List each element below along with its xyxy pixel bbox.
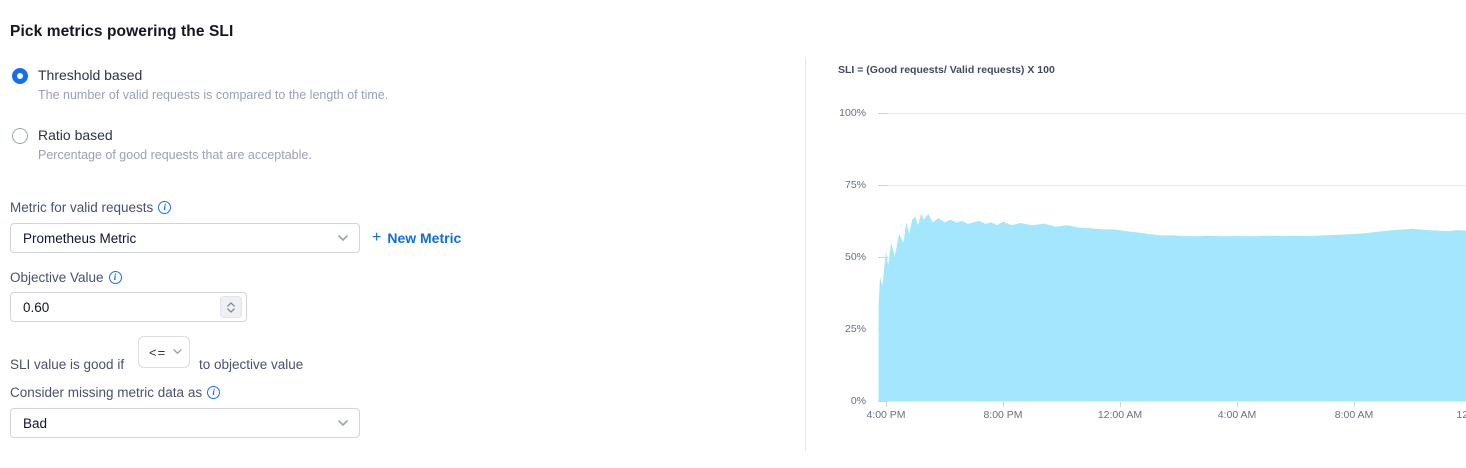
x-tick (1003, 402, 1004, 407)
gridline-0 (878, 401, 1466, 402)
missing-data-value: Bad (23, 415, 48, 431)
chevron-down-icon (173, 349, 182, 355)
x-axis-label: 8:00 AM (1334, 409, 1374, 421)
info-icon[interactable]: i (158, 201, 172, 214)
sli-area-chart (878, 213, 1466, 401)
missing-metric-data-label: Consider missing metric data as i (10, 385, 221, 400)
operator-select[interactable]: <= (138, 336, 190, 368)
radio-label[interactable]: Ratio based (38, 127, 113, 143)
info-icon[interactable]: i (207, 386, 221, 399)
chevron-down-icon (227, 307, 235, 313)
x-axis-label: 4:00 PM (866, 409, 906, 421)
x-tick (1120, 402, 1121, 407)
x-tick (1354, 402, 1355, 407)
operator-value: <= (149, 344, 167, 360)
metric-select-value: Prometheus Metric (23, 230, 137, 246)
gridline-75 (878, 185, 1466, 186)
metric-for-valid-requests-label: Metric for valid requests i (10, 200, 172, 215)
field-label-text: Consider missing metric data as (10, 385, 203, 400)
chevron-up-icon (227, 301, 235, 307)
radio-description: Percentage of good requests that are acc… (38, 148, 312, 162)
field-label-text: Objective Value (10, 270, 104, 285)
radio-unselected-icon[interactable] (12, 128, 28, 144)
good-if-suffix: to objective value (199, 357, 304, 372)
new-metric-label: New Metric (387, 230, 462, 246)
chart-title: SLI = (Good requests/ Valid requests) X … (838, 64, 1055, 76)
gridline-100 (878, 113, 1466, 114)
area-series (878, 213, 1466, 401)
x-tick (886, 402, 887, 407)
missing-data-select[interactable]: Bad (10, 408, 360, 438)
chevron-down-icon (338, 420, 348, 427)
y-axis-label-25: 25% (844, 323, 866, 335)
objective-value-text: 0.60 (23, 299, 50, 315)
good-if-prefix: SLI value is good if (10, 357, 125, 372)
field-label-text: Metric for valid requests (10, 200, 154, 215)
y-axis-label-0: 0% (850, 395, 866, 407)
metric-select[interactable]: Prometheus Metric (10, 223, 360, 253)
objective-value-label: Objective Value i (10, 270, 122, 285)
x-axis-label: 8:00 PM (983, 409, 1023, 421)
y-axis-label-100: 100% (839, 107, 866, 119)
chevron-down-icon (338, 235, 348, 242)
new-metric-button[interactable]: + New Metric (372, 229, 462, 247)
x-tick (1237, 402, 1238, 407)
radio-description: The number of valid requests is compared… (38, 88, 389, 102)
plus-icon: + (372, 229, 382, 246)
y-axis-label-75: 75% (844, 179, 866, 191)
info-icon[interactable]: i (108, 271, 122, 284)
objective-value-input[interactable]: 0.60 (10, 292, 247, 322)
number-stepper[interactable] (220, 296, 242, 318)
y-axis-label-50: 50% (844, 251, 866, 263)
x-axis-label: 12:00 PM (1456, 409, 1466, 421)
x-axis-label: 4:00 AM (1217, 409, 1257, 421)
x-axis-label: 12:00 AM (1097, 409, 1143, 421)
radio-label[interactable]: Threshold based (38, 67, 143, 83)
page-title: Pick metrics powering the SLI (10, 23, 234, 40)
radio-selected-icon[interactable] (12, 68, 28, 84)
vertical-divider (805, 57, 806, 452)
